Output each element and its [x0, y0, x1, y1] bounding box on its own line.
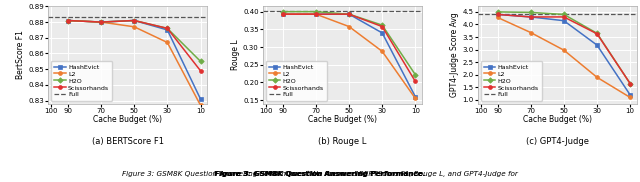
Line: H2O: H2O — [495, 10, 632, 86]
H2O — [97, 21, 105, 23]
Text: (c) GPT4-Judge: (c) GPT4-Judge — [525, 137, 589, 146]
Scissorhands — [627, 82, 634, 85]
H2O — [163, 27, 171, 29]
Scissorhands — [131, 19, 138, 22]
L2 — [593, 76, 601, 78]
HashEvict — [493, 13, 501, 15]
Text: Figure 3: GSM8K Question Answering Performance.: Figure 3: GSM8K Question Answering Perfo… — [215, 171, 425, 177]
HashEvict — [279, 13, 287, 15]
L2 — [527, 31, 534, 34]
Line: L2: L2 — [495, 15, 632, 99]
Line: Scissorhands: Scissorhands — [66, 19, 202, 73]
Scissorhands — [64, 19, 72, 22]
HashEvict — [378, 32, 386, 34]
Scissorhands — [493, 13, 501, 15]
L2 — [163, 41, 171, 43]
Text: Figure 3: GSM8K Question Answering Performance.: Figure 3: GSM8K Question Answering Perfo… — [214, 171, 426, 177]
HashEvict — [97, 21, 105, 23]
L2 — [64, 19, 72, 22]
Line: HashEvict: HashEvict — [281, 12, 417, 99]
L2 — [627, 96, 634, 98]
Line: L2: L2 — [281, 12, 417, 100]
HashEvict — [312, 13, 320, 15]
Legend: HashEvict, L2, H2O, Scissorhands, Full: HashEvict, L2, H2O, Scissorhands, Full — [51, 61, 112, 101]
Full — [428, 9, 436, 12]
HashEvict — [345, 13, 353, 15]
L2 — [412, 97, 419, 100]
Line: L2: L2 — [66, 19, 202, 107]
Full — [426, 9, 434, 12]
H2O — [527, 11, 534, 13]
HashEvict — [196, 98, 204, 100]
H2O — [560, 13, 568, 15]
Full — [213, 16, 221, 18]
X-axis label: Cache Budget (%): Cache Budget (%) — [308, 115, 377, 124]
H2O — [196, 60, 204, 62]
L2 — [131, 26, 138, 28]
H2O — [312, 11, 320, 13]
Text: (b) Rouge L: (b) Rouge L — [318, 137, 367, 146]
Text: Figure 3: GSM8K Question Answering Performance. We measure BERTScore F1, Rouge L: Figure 3: GSM8K Question Answering Perfo… — [122, 171, 518, 177]
Y-axis label: BertScore F1: BertScore F1 — [16, 31, 26, 80]
L2 — [196, 104, 204, 106]
Scissorhands — [345, 13, 353, 15]
Line: Scissorhands: Scissorhands — [281, 12, 417, 83]
Scissorhands — [163, 27, 171, 29]
Legend: HashEvict, L2, H2O, Scissorhands, Full: HashEvict, L2, H2O, Scissorhands, Full — [481, 61, 542, 101]
H2O — [279, 11, 287, 13]
Y-axis label: GPT4-Judge Score Avg: GPT4-Judge Score Avg — [451, 13, 460, 97]
Scissorhands — [312, 13, 320, 15]
H2O — [593, 32, 601, 34]
L2 — [97, 21, 105, 23]
Scissorhands — [279, 13, 287, 15]
HashEvict — [64, 19, 72, 22]
HashEvict — [593, 44, 601, 46]
Scissorhands — [527, 16, 534, 18]
Legend: HashEvict, L2, H2O, Scissorhands, Full: HashEvict, L2, H2O, Scissorhands, Full — [266, 61, 327, 101]
Line: H2O: H2O — [281, 10, 417, 77]
Full — [212, 16, 220, 18]
L2 — [493, 16, 501, 19]
H2O — [627, 82, 634, 85]
X-axis label: Cache Budget (%): Cache Budget (%) — [93, 115, 162, 124]
HashEvict — [163, 29, 171, 31]
HashEvict — [627, 94, 634, 96]
HashEvict — [560, 20, 568, 22]
H2O — [378, 24, 386, 26]
Text: (a) BERTScore F1: (a) BERTScore F1 — [92, 137, 164, 146]
Scissorhands — [196, 70, 204, 72]
H2O — [493, 11, 501, 13]
H2O — [131, 19, 138, 22]
Scissorhands — [560, 16, 568, 18]
Scissorhands — [97, 21, 105, 23]
H2O — [345, 13, 353, 15]
L2 — [560, 49, 568, 51]
Line: HashEvict: HashEvict — [66, 19, 202, 101]
Line: Scissorhands: Scissorhands — [495, 13, 632, 86]
HashEvict — [412, 96, 419, 98]
Scissorhands — [593, 33, 601, 35]
Y-axis label: Rouge L: Rouge L — [231, 40, 240, 70]
L2 — [312, 13, 320, 15]
L2 — [345, 25, 353, 28]
L2 — [378, 50, 386, 52]
L2 — [279, 13, 287, 15]
H2O — [412, 74, 419, 76]
Scissorhands — [412, 80, 419, 82]
HashEvict — [131, 19, 138, 22]
Line: HashEvict: HashEvict — [495, 13, 632, 97]
H2O — [64, 19, 72, 22]
X-axis label: Cache Budget (%): Cache Budget (%) — [523, 115, 592, 124]
HashEvict — [527, 16, 534, 18]
Scissorhands — [378, 25, 386, 28]
Line: H2O: H2O — [66, 19, 202, 63]
